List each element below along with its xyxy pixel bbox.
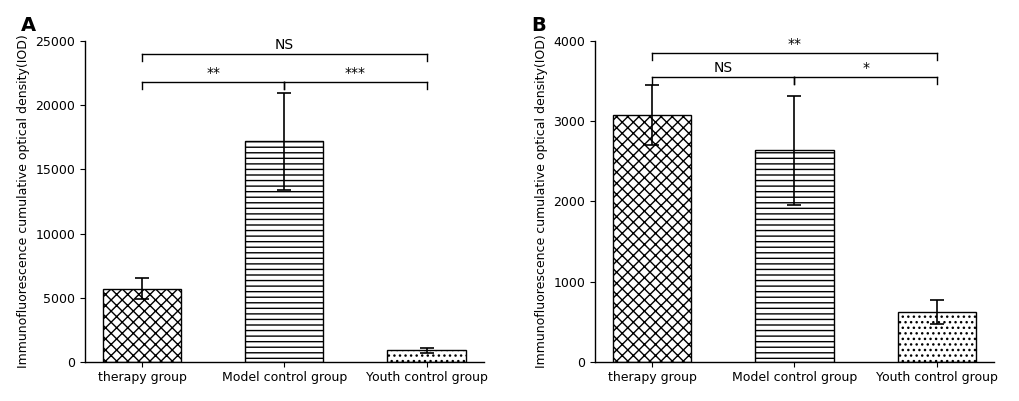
Bar xyxy=(612,115,691,362)
Text: NS: NS xyxy=(713,61,733,75)
Y-axis label: Immunofluorescence cumulative optical density(IOD): Immunofluorescence cumulative optical de… xyxy=(534,34,547,369)
Text: ***: *** xyxy=(344,66,366,80)
Text: **: ** xyxy=(787,37,801,51)
Y-axis label: Immunofluorescence cumulative optical density(IOD): Immunofluorescence cumulative optical de… xyxy=(16,34,30,369)
Text: *: * xyxy=(861,61,868,75)
Text: B: B xyxy=(531,16,545,35)
Bar xyxy=(897,312,975,362)
Bar xyxy=(755,150,833,362)
Text: **: ** xyxy=(206,66,220,80)
Bar xyxy=(103,289,181,362)
Text: NS: NS xyxy=(274,38,293,52)
Bar xyxy=(387,350,466,362)
Bar xyxy=(245,141,323,362)
Text: A: A xyxy=(21,16,36,35)
